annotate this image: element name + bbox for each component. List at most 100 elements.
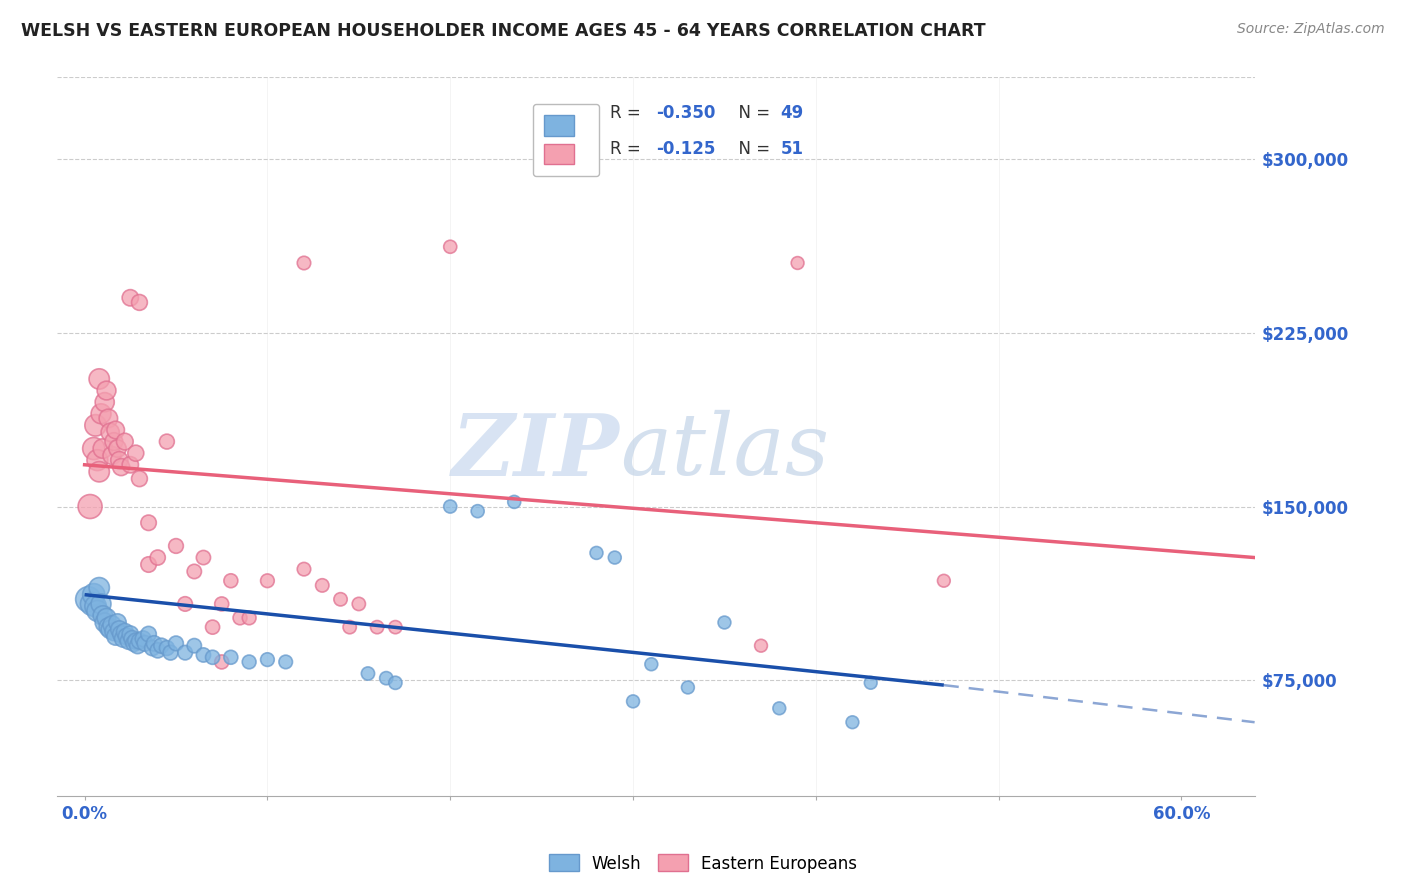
Point <box>238 655 260 669</box>
Point <box>121 632 143 646</box>
Point <box>156 640 179 655</box>
Point <box>97 411 120 425</box>
Point <box>238 611 260 625</box>
Legend: Welsh, Eastern Europeans: Welsh, Eastern Europeans <box>541 847 865 880</box>
Text: 49: 49 <box>780 104 804 122</box>
Point <box>84 599 107 614</box>
Point <box>859 675 882 690</box>
Point <box>132 632 155 646</box>
Point <box>110 460 132 475</box>
Point <box>77 592 100 607</box>
Text: N =: N = <box>728 140 775 159</box>
Point <box>292 562 315 576</box>
Point <box>127 639 149 653</box>
Point <box>134 636 156 650</box>
Point <box>183 565 205 579</box>
Point <box>503 495 526 509</box>
Point <box>143 636 166 650</box>
Text: ZIP: ZIP <box>453 409 620 493</box>
Point <box>101 617 124 632</box>
Point <box>91 608 114 623</box>
Point <box>713 615 735 630</box>
Point <box>125 446 148 460</box>
Point <box>165 539 187 553</box>
Point <box>86 453 108 467</box>
Point <box>96 384 118 398</box>
Point <box>366 620 388 634</box>
Point <box>150 639 173 653</box>
Point <box>86 604 108 618</box>
Point <box>90 407 112 421</box>
Point <box>384 620 406 634</box>
Point <box>97 620 120 634</box>
Text: WELSH VS EASTERN EUROPEAN HOUSEHOLDER INCOME AGES 45 - 64 YEARS CORRELATION CHAR: WELSH VS EASTERN EUROPEAN HOUSEHOLDER IN… <box>21 22 986 40</box>
Point <box>128 634 150 648</box>
Point <box>138 627 160 641</box>
Point <box>156 434 179 449</box>
Point <box>749 639 772 653</box>
Point <box>676 681 699 695</box>
Point <box>229 611 252 625</box>
Point <box>125 634 148 648</box>
Point <box>146 643 169 657</box>
Point <box>104 423 127 437</box>
Point <box>183 639 205 653</box>
Point <box>311 578 333 592</box>
Point <box>211 655 233 669</box>
Point <box>111 632 134 646</box>
Point <box>103 434 125 449</box>
Point <box>219 574 242 588</box>
Point <box>159 646 181 660</box>
Point <box>292 256 315 270</box>
Point <box>101 449 124 463</box>
Point <box>347 597 370 611</box>
Point <box>117 634 139 648</box>
Point <box>83 588 105 602</box>
Point <box>120 458 142 472</box>
Point <box>89 372 111 386</box>
Text: Source: ZipAtlas.com: Source: ZipAtlas.com <box>1237 22 1385 37</box>
Point <box>467 504 489 518</box>
Point <box>621 694 644 708</box>
Text: -0.125: -0.125 <box>657 140 716 159</box>
Point <box>93 395 115 409</box>
Point <box>375 671 398 685</box>
Point <box>90 597 112 611</box>
Point <box>786 256 808 270</box>
Text: R =: R = <box>610 140 651 159</box>
Point <box>110 627 132 641</box>
Text: 51: 51 <box>780 140 803 159</box>
Point <box>256 652 278 666</box>
Point <box>114 434 136 449</box>
Point <box>93 615 115 630</box>
Point <box>146 550 169 565</box>
Text: atlas: atlas <box>620 410 830 492</box>
Point <box>96 611 118 625</box>
Point <box>120 627 142 641</box>
Point <box>84 418 107 433</box>
Point <box>329 592 352 607</box>
Point <box>384 675 406 690</box>
Point <box>357 666 380 681</box>
Point <box>89 465 111 479</box>
Point <box>339 620 361 634</box>
Point <box>603 550 626 565</box>
Point <box>138 558 160 572</box>
Point <box>128 472 150 486</box>
Point <box>201 650 224 665</box>
Point <box>108 453 131 467</box>
Text: -0.350: -0.350 <box>657 104 716 122</box>
Point <box>211 597 233 611</box>
Point <box>439 240 461 254</box>
Point <box>138 516 160 530</box>
Point <box>585 546 607 560</box>
Point <box>103 624 125 639</box>
Legend: , : , <box>533 103 599 176</box>
Point <box>114 624 136 639</box>
Text: R =: R = <box>610 104 647 122</box>
Point <box>201 620 224 634</box>
Point <box>91 442 114 456</box>
Point <box>108 623 131 637</box>
Point <box>274 655 297 669</box>
Point <box>107 615 129 630</box>
